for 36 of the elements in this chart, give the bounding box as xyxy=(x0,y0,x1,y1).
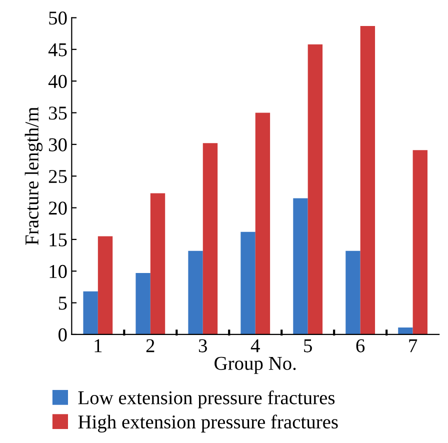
bar xyxy=(240,232,256,334)
x-tick-label: 6 xyxy=(356,339,365,352)
y-tick-label: 30 xyxy=(49,138,67,152)
bar xyxy=(98,236,113,334)
y-tick-label: 15 xyxy=(50,233,67,246)
y-tick-label: 10 xyxy=(50,264,67,278)
bar xyxy=(136,273,150,334)
legend-label: High extension pressure fractures xyxy=(78,414,338,433)
bar xyxy=(360,26,376,334)
bar xyxy=(83,291,98,334)
x-axis-title: Group No. xyxy=(214,356,296,374)
bar xyxy=(202,143,218,334)
y-axis-title: Fracture length/m xyxy=(24,107,43,245)
y-tick-label: 0 xyxy=(58,328,67,342)
bar xyxy=(293,198,308,334)
bar xyxy=(150,193,166,334)
x-tick-label: 4 xyxy=(250,339,260,352)
bar xyxy=(398,327,413,334)
bar xyxy=(346,250,360,334)
x-tick-label: 1 xyxy=(94,339,102,352)
y-tick-label: 50 xyxy=(49,12,67,25)
y-tick-label: 45 xyxy=(48,43,67,56)
x-tick-label: 2 xyxy=(146,339,154,352)
y-tick-label: 5 xyxy=(58,296,67,310)
x-tick-label: 3 xyxy=(198,339,207,352)
bar xyxy=(308,44,323,334)
x-tick-label: 7 xyxy=(409,339,418,352)
y-tick-label: 25 xyxy=(48,170,67,184)
bar xyxy=(412,150,428,334)
bar xyxy=(255,112,270,334)
y-tick-label: 20 xyxy=(48,202,67,215)
bar xyxy=(188,250,203,334)
legend-label: Low extension pressure fractures xyxy=(78,390,335,408)
x-tick-label: 5 xyxy=(304,339,312,352)
y-tick-label: 35 xyxy=(49,106,67,120)
y-tick-label: 40 xyxy=(48,74,67,88)
